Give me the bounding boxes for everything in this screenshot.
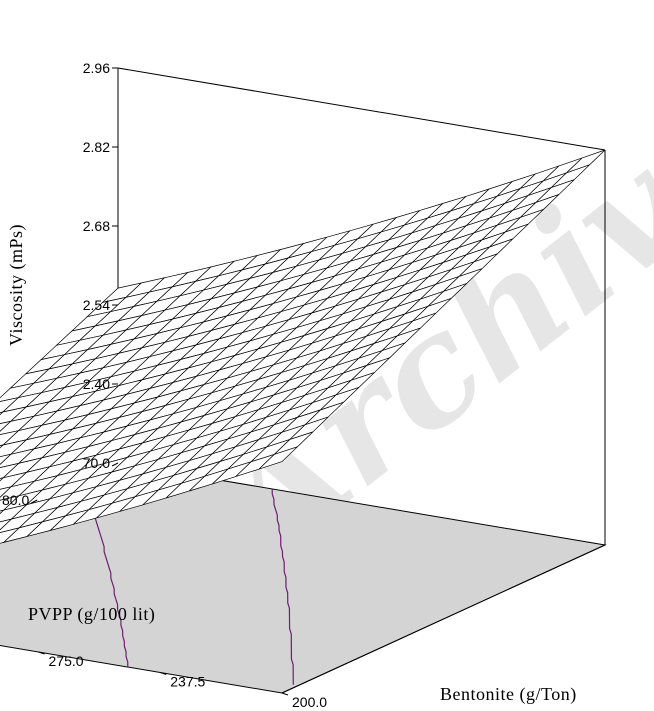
y-tick-mark	[111, 462, 119, 467]
z-tick-label: 2.68	[83, 218, 110, 234]
z-tick-label: 2.96	[83, 60, 110, 76]
x-tick-mark	[38, 651, 45, 655]
surface-cell	[0, 486, 13, 498]
surface-cell	[0, 453, 12, 465]
x-tick-label: 237.5	[170, 674, 205, 690]
y-tick-label: 80.0	[2, 492, 29, 508]
x-tick-label: 275.0	[49, 653, 84, 669]
surface-cell	[0, 509, 5, 514]
y-tick-label: 70.0	[83, 455, 110, 471]
surface-cell	[0, 518, 13, 531]
box-edge-top-left	[117, 67, 606, 151]
z-tick-label: 2.82	[83, 139, 110, 155]
surface-cell	[0, 477, 5, 482]
surface-cell	[0, 527, 21, 544]
z-tick-label: 2.54	[83, 297, 110, 313]
x-axis-label: Bentonite (g/Ton)	[440, 684, 577, 705]
surface-cell	[0, 444, 5, 449]
y-tick-mark	[31, 499, 38, 504]
y-axis-label: PVPP (g/100 lit)	[28, 604, 155, 625]
x-tick-label: 200.0	[292, 694, 327, 710]
floor-edge-right	[281, 544, 606, 694]
x-tick-mark	[160, 672, 167, 675]
surface-cell	[0, 420, 12, 432]
z-axis-label: Viscosity (mPs)	[6, 224, 27, 346]
x-tick-mark	[281, 692, 289, 696]
z-tick-label: 2.40	[83, 376, 110, 392]
surface-cell	[0, 411, 4, 416]
floor-contour	[271, 488, 294, 685]
